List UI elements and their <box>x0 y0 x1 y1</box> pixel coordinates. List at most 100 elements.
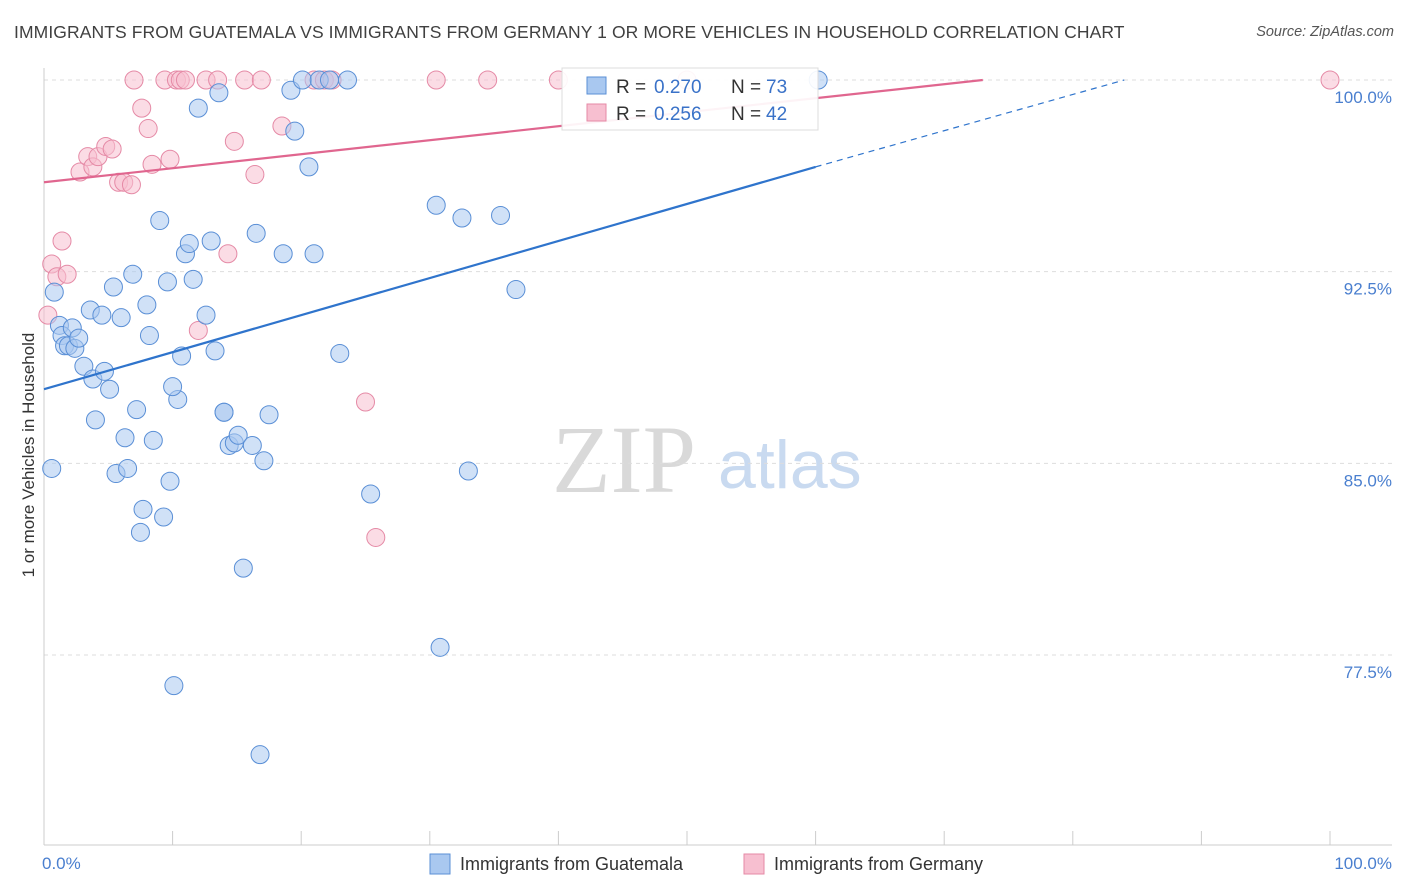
guatemala-point-20 <box>118 458 138 478</box>
legend-r-value-germany: 0.256 <box>654 104 702 125</box>
guatemala-point-68 <box>491 205 511 225</box>
germany-point-14 <box>124 70 144 90</box>
guatemala-point-22 <box>127 400 147 420</box>
legend-r-label-guatemala: R = <box>616 77 646 98</box>
germany-point-36 <box>366 527 386 547</box>
y-axis-title: 1 or more Vehicles in Household <box>19 333 38 578</box>
germany-point-30 <box>251 70 271 90</box>
guatemala-point-72 <box>163 377 183 397</box>
x-tick-labels: 0.0% 100.0% <box>42 854 1392 873</box>
germany-trend-line <box>43 78 983 184</box>
guatemala-point-41 <box>205 341 225 361</box>
y-tick-label-2: 85.0% <box>1344 471 1392 490</box>
germany-point-13 <box>121 175 141 195</box>
guatemala-point-49 <box>246 223 266 243</box>
y-tick-label-3: 77.5% <box>1344 663 1392 682</box>
guatemala-point-53 <box>273 244 293 264</box>
guatemala-point-21 <box>123 264 143 284</box>
watermark-zip: ZIP <box>552 406 696 513</box>
guatemala-point-16 <box>103 277 123 297</box>
guatemala-point-1 <box>44 282 64 302</box>
guatemala-point-71 <box>214 402 234 422</box>
guatemala-trend-line <box>43 165 816 391</box>
guatemala-point-23 <box>130 522 150 542</box>
germany-point-15 <box>132 98 152 118</box>
guatemala-point-61 <box>330 343 350 363</box>
x-tick-label-left: 0.0% <box>42 854 81 873</box>
guatemala-point-18 <box>111 308 131 328</box>
germany-point-41 <box>1320 70 1340 90</box>
guatemala-point-32 <box>164 676 184 696</box>
guatemala-point-15 <box>100 379 120 399</box>
guatemala-point-19 <box>115 428 135 448</box>
germany-point-16 <box>138 119 158 139</box>
guatemala-point-28 <box>150 211 170 231</box>
germany-point-10 <box>102 139 122 159</box>
x-tick-label-right: 100.0% <box>1334 854 1392 873</box>
guatemala-point-12 <box>85 410 105 430</box>
guatemala-point-40 <box>201 231 221 251</box>
guatemala-points <box>42 70 828 765</box>
guatemala-point-51 <box>254 451 274 471</box>
guatemala-point-65 <box>426 195 446 215</box>
germany-point-35 <box>356 392 375 412</box>
legend-n-value-guatemala: 73 <box>766 77 787 98</box>
guatemala-point-31 <box>160 471 180 491</box>
guatemala-point-48 <box>242 435 262 455</box>
guatemala-point-55 <box>285 121 305 141</box>
guatemala-point-29 <box>154 507 174 527</box>
legend-swatch-germany <box>586 103 607 122</box>
guatemala-point-60 <box>319 70 339 90</box>
guatemala-point-37 <box>183 269 203 289</box>
guatemala-point-39 <box>196 305 216 325</box>
guatemala-point-46 <box>228 425 248 445</box>
guatemala-point-57 <box>299 157 319 177</box>
guatemala-point-30 <box>157 272 177 292</box>
guatemala-point-25 <box>137 295 157 315</box>
series-legend: Immigrants from Guatemala Immigrants fro… <box>429 853 983 875</box>
guatemala-point-62 <box>337 70 357 90</box>
guatemala-point-26 <box>139 326 159 346</box>
guatemala-point-8 <box>69 328 89 348</box>
germany-point-26 <box>218 244 238 264</box>
legend-r-label-germany: R = <box>616 104 646 125</box>
guatemala-point-47 <box>233 558 253 578</box>
bottom-legend-label-germany: Immigrants from Germany <box>774 854 983 874</box>
guatemala-point-27 <box>143 430 163 450</box>
germany-point-19 <box>160 149 180 169</box>
guatemala-point-63 <box>361 484 381 504</box>
guatemala-point-50 <box>250 745 270 765</box>
guatemala-point-67 <box>458 461 478 481</box>
guatemala-point-38 <box>188 98 208 118</box>
germany-point-23 <box>188 320 208 340</box>
guatemala-point-42 <box>209 83 229 103</box>
bottom-legend-swatch-germany <box>743 853 765 875</box>
axes <box>43 68 1392 846</box>
germany-point-4 <box>57 264 77 284</box>
guatemala-point-52 <box>259 405 279 425</box>
stats-legend: R = 0.270 N = 73 R = 0.256 N = 42 <box>561 67 819 131</box>
chart-title: IMMIGRANTS FROM GUATEMALA VS IMMIGRANTS … <box>14 22 1125 42</box>
guatemala-point-69 <box>506 280 526 300</box>
guatemala-point-64 <box>430 637 450 657</box>
guatemala-point-0 <box>42 458 62 478</box>
guatemala-trend-extension <box>815 79 1125 168</box>
germany-point-28 <box>235 70 255 90</box>
bottom-legend-label-guatemala: Immigrants from Guatemala <box>460 854 684 874</box>
guatemala-point-66 <box>452 208 472 228</box>
source-credit: Source: ZipAtlas.com <box>1256 24 1394 40</box>
guatemala-point-13 <box>92 305 112 325</box>
bottom-legend-swatch-guatemala <box>429 853 451 875</box>
legend-r-value-guatemala: 0.270 <box>654 77 702 98</box>
guatemala-point-58 <box>304 244 324 264</box>
legend-n-value-germany: 42 <box>766 104 787 125</box>
germany-point-17 <box>142 154 162 174</box>
guatemala-point-36 <box>179 234 199 254</box>
guatemala-point-24 <box>133 499 153 519</box>
y-tick-labels: 100.0% 92.5% 85.0% 77.5% <box>1334 88 1392 682</box>
y-tick-label-0: 100.0% <box>1334 88 1392 107</box>
guatemala-point-56 <box>292 70 312 90</box>
trend-lines <box>43 78 1125 391</box>
germany-point-37 <box>426 70 446 90</box>
